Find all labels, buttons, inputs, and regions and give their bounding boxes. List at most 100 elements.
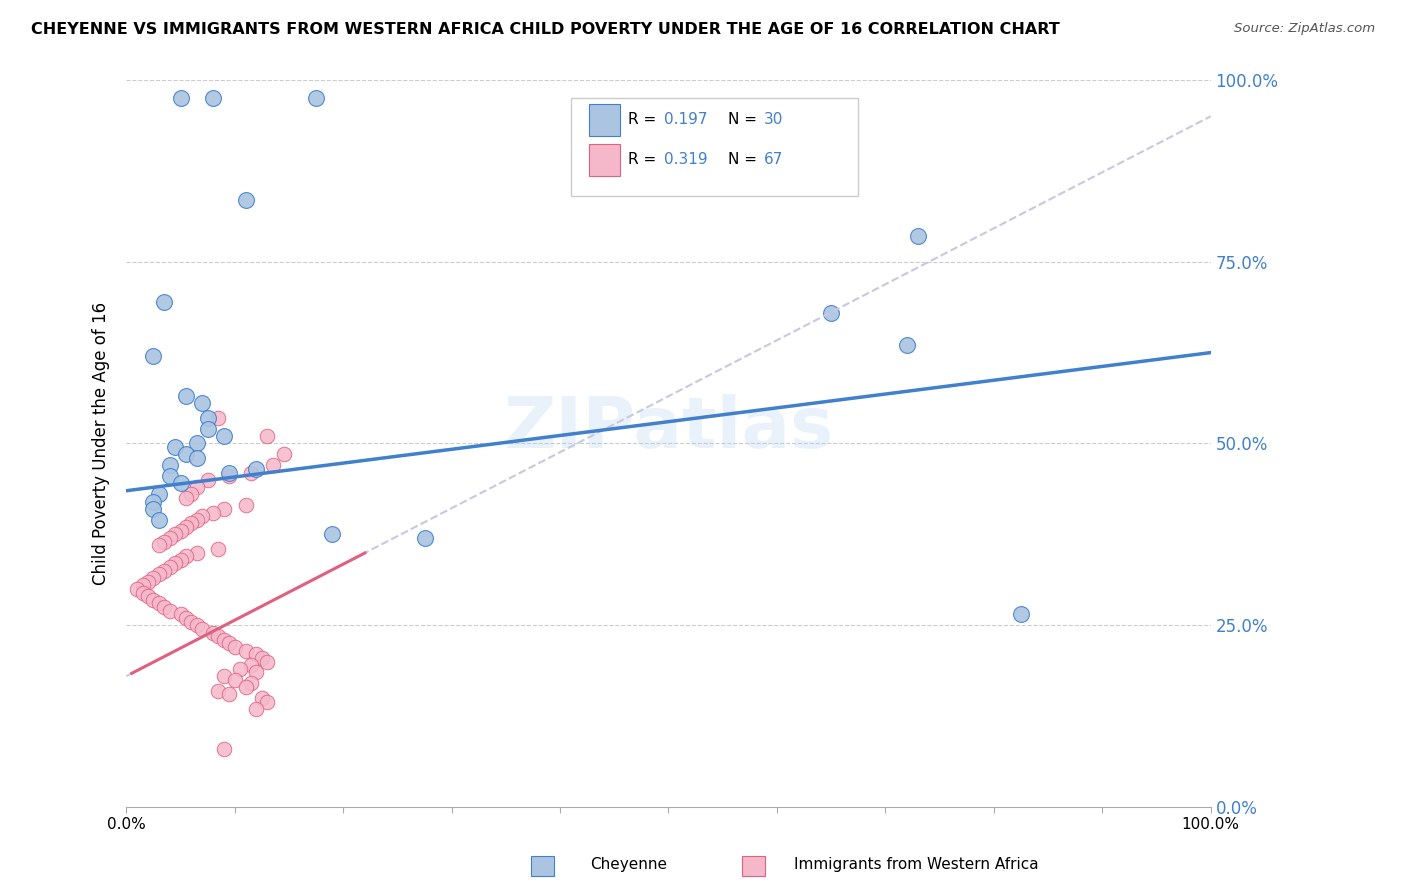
Point [136,589,159,603]
Point [159,560,181,574]
Point [142,494,165,508]
Text: N =: N = [728,153,762,168]
Point [250,651,273,665]
Point [218,469,240,483]
Point [169,524,191,538]
Point [142,571,165,585]
Point [191,396,214,410]
Point [245,462,267,476]
Point [212,669,235,683]
Point [180,516,202,531]
Point [235,643,257,657]
Text: Cheyenne: Cheyenne [591,857,668,872]
Point [174,447,197,461]
Point [240,466,263,480]
Point [127,582,149,596]
Point [169,607,191,622]
Text: 0.319: 0.319 [664,153,707,168]
Point [159,604,181,618]
Point [148,538,170,552]
Point [169,476,191,491]
Point [202,625,225,640]
Point [235,680,257,694]
Point [273,447,295,461]
Text: Source: ZipAtlas.com: Source: ZipAtlas.com [1234,22,1375,36]
Point [207,541,229,556]
Point [218,687,240,701]
Text: CHEYENNE VS IMMIGRANTS FROM WESTERN AFRICA CHILD POVERTY UNDER THE AGE OF 16 COR: CHEYENNE VS IMMIGRANTS FROM WESTERN AFRI… [31,22,1060,37]
Point [186,513,208,527]
Point [1010,607,1032,622]
Text: 0.197: 0.197 [664,112,707,128]
Point [229,662,252,676]
Point [321,527,343,541]
Point [153,534,176,549]
Point [305,91,328,105]
Point [240,676,263,690]
FancyBboxPatch shape [589,103,620,136]
Point [186,480,208,494]
Point [174,491,197,505]
Text: 30: 30 [763,112,783,128]
Point [174,520,197,534]
Point [148,513,170,527]
Point [820,305,842,319]
Point [142,502,165,516]
Point [202,506,225,520]
Point [165,557,187,571]
Point [174,549,197,564]
Point [136,574,159,589]
Point [174,389,197,403]
Point [197,411,219,425]
Y-axis label: Child Poverty Under the Age of 16: Child Poverty Under the Age of 16 [93,301,110,585]
Point [142,349,165,363]
Text: 67: 67 [763,153,783,168]
Point [256,695,278,709]
Point [235,498,257,512]
Point [245,702,267,716]
Point [224,640,246,654]
Point [148,487,170,501]
Text: N =: N = [728,112,762,128]
Point [165,527,187,541]
Point [413,531,436,545]
Text: Immigrants from Western Africa: Immigrants from Western Africa [794,857,1039,872]
Point [174,611,197,625]
Point [240,658,263,673]
Point [245,648,267,662]
Point [262,458,284,473]
Point [191,622,214,636]
Point [256,429,278,443]
FancyBboxPatch shape [589,144,620,177]
Point [212,429,235,443]
Point [186,545,208,559]
Point [169,553,191,567]
Point [169,91,191,105]
Point [148,596,170,610]
Point [153,600,176,615]
Point [896,338,918,352]
Point [202,91,225,105]
Point [159,469,181,483]
Point [207,683,229,698]
Point [159,458,181,473]
Point [218,466,240,480]
Point [235,193,257,207]
Point [197,473,219,487]
Point [212,632,235,647]
Point [207,411,229,425]
Point [207,629,229,643]
Point [250,690,273,705]
Point [218,636,240,650]
Text: R =: R = [628,112,661,128]
Text: ZIPatlas: ZIPatlas [503,394,834,464]
Point [148,567,170,582]
Point [142,592,165,607]
Point [245,665,267,680]
Point [131,578,153,592]
Point [165,440,187,454]
Point [153,564,176,578]
FancyBboxPatch shape [571,98,858,196]
Point [256,655,278,669]
Point [180,487,202,501]
